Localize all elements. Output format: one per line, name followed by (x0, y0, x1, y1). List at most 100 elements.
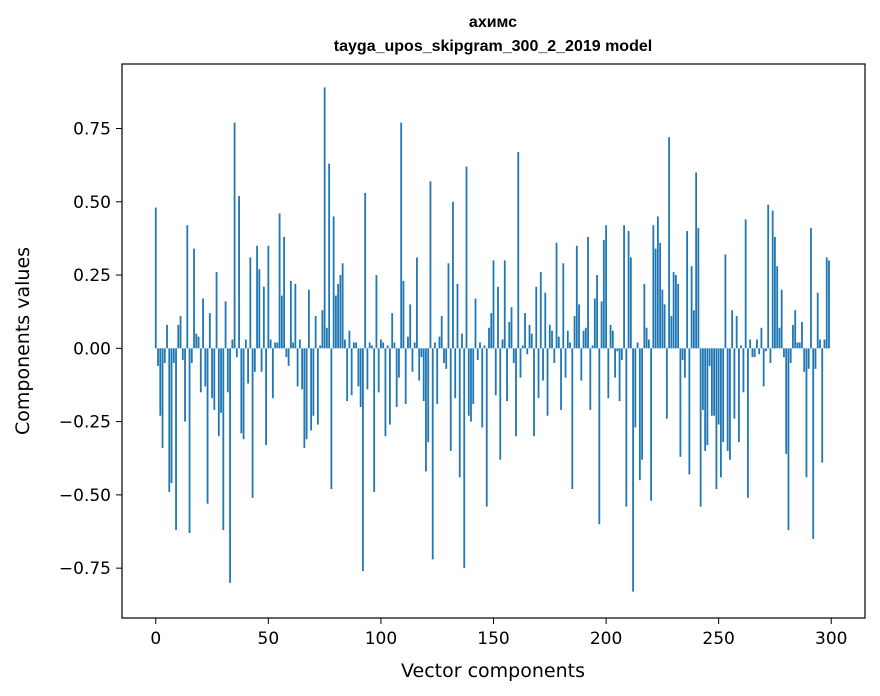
bar-28 (217, 348, 220, 437)
bar-193 (589, 348, 592, 410)
bar-284 (794, 310, 797, 349)
bar-74 (321, 310, 324, 349)
x-tick-label: 100 (365, 629, 397, 649)
bar-170 (537, 348, 540, 399)
bar-166 (528, 324, 531, 349)
x-tick-label: 150 (477, 629, 509, 649)
bar-63 (296, 348, 299, 387)
bar-194 (591, 345, 594, 349)
bar-5 (166, 324, 168, 349)
y-axis-ticks: −0.75 −0.50 −0.25 0.00 0.25 0.50 0.75 (59, 119, 122, 579)
bar-212 (632, 348, 634, 592)
bar-276 (776, 266, 779, 349)
bar-196 (596, 275, 598, 349)
bar-167 (530, 333, 533, 349)
bar-0 (154, 207, 157, 349)
bar-178 (555, 242, 558, 349)
bar-69 (310, 348, 313, 431)
bar-280 (785, 348, 788, 454)
bar-192 (587, 236, 589, 349)
bar-285 (796, 342, 799, 349)
bar-58 (285, 348, 288, 358)
bar-189 (580, 348, 583, 381)
bar-37 (238, 195, 240, 349)
bar-79 (332, 216, 335, 349)
bar-236 (686, 231, 689, 349)
bar-221 (652, 225, 655, 349)
bar-42 (249, 257, 252, 349)
y-tick-label: −0.50 (59, 486, 111, 506)
bar-208 (623, 225, 625, 349)
bar-112 (407, 336, 409, 349)
bar-262 (744, 219, 747, 349)
bar-205 (616, 348, 619, 352)
bar-195 (593, 298, 596, 349)
bar-270 (762, 348, 765, 387)
bar-56 (280, 295, 283, 349)
bar-129 (445, 348, 448, 369)
bar-279 (783, 348, 785, 358)
bar-244 (704, 348, 707, 451)
bar-183 (566, 330, 569, 349)
bar-217 (643, 283, 646, 349)
bar-188 (578, 304, 580, 349)
bar-169 (535, 286, 538, 349)
bar-100 (380, 339, 382, 349)
bar-146 (483, 345, 486, 349)
bar-139 (467, 348, 470, 416)
bar-246 (708, 348, 711, 366)
bar-184 (569, 342, 571, 349)
x-axis-label: Vector components (401, 660, 585, 682)
bar-143 (476, 348, 479, 361)
bar-50 (267, 245, 270, 349)
bar-102 (384, 348, 387, 437)
bar-110 (402, 280, 405, 349)
bar-291 (810, 228, 812, 349)
bar-155 (503, 260, 506, 349)
bar-233 (679, 348, 682, 457)
bar-91 (359, 348, 362, 407)
bar-84 (343, 339, 346, 349)
bar-185 (571, 348, 574, 490)
bar-148 (488, 327, 490, 349)
bar-49 (265, 348, 267, 446)
bar-243 (701, 348, 704, 410)
bar-282 (789, 348, 792, 363)
y-tick-label: 0.25 (73, 266, 111, 286)
bar-197 (598, 348, 601, 525)
bar-283 (792, 324, 794, 349)
bar-149 (490, 313, 493, 349)
bar-156 (506, 348, 508, 402)
bar-71 (314, 316, 317, 349)
bar-106 (393, 342, 396, 349)
bar-218 (645, 327, 648, 349)
bar-207 (620, 348, 623, 361)
bar-234 (681, 348, 684, 361)
bar-132 (452, 201, 454, 349)
bar-200 (605, 225, 607, 349)
bar-86 (348, 330, 351, 349)
bar-119 (422, 348, 425, 402)
bar-130 (447, 263, 450, 349)
bar-181 (562, 263, 565, 349)
chart-title: ахимс (469, 14, 517, 31)
bar-162 (519, 348, 522, 378)
bar-78 (330, 348, 333, 490)
bar-20 (199, 348, 202, 393)
bar-206 (618, 348, 621, 402)
bar-247 (710, 348, 713, 416)
bar-210 (627, 231, 630, 349)
bar-94 (366, 348, 369, 390)
bar-120 (425, 348, 427, 472)
bar-290 (807, 348, 810, 369)
bar-214 (636, 342, 639, 349)
bar-297 (823, 339, 826, 349)
bar-27 (215, 272, 218, 349)
bar-109 (400, 122, 403, 349)
bar-260 (740, 345, 743, 349)
bar-268 (758, 348, 761, 355)
bar-201 (607, 348, 610, 399)
bar-124 (434, 342, 436, 349)
bar-220 (650, 348, 653, 501)
bar-265 (751, 348, 754, 358)
